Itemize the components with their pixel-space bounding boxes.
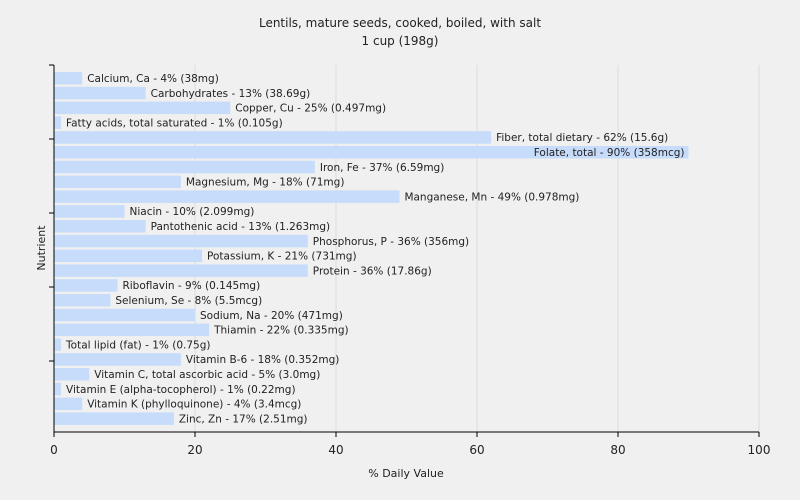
bar [54, 86, 146, 100]
bar-label: Zinc, Zn - 17% (2.51mg) [179, 413, 308, 425]
bar [54, 116, 62, 129]
bar [54, 323, 210, 337]
bar [54, 205, 125, 218]
bar-label: Vitamin E (alpha-tocopherol) - 1% (0.22m… [66, 384, 295, 396]
bar [54, 264, 308, 277]
bar [54, 412, 174, 425]
bar-label: Thiamin - 22% (0.335mg) [213, 325, 349, 337]
y-axis-label: Nutrient [35, 225, 48, 271]
x-axis-label: % Daily Value [368, 467, 444, 480]
bar-label: Riboflavin - 9% (0.145mg) [122, 280, 260, 292]
bar-label: Magnesium, Mg - 18% (71mg) [186, 177, 345, 189]
bar-label: Fiber, total dietary - 62% (15.6g) [496, 132, 668, 144]
bar [54, 279, 118, 292]
bar-label: Calcium, Ca - 4% (38mg) [87, 73, 219, 85]
chart-title: Lentils, mature seeds, cooked, boiled, w… [259, 16, 541, 30]
bar [54, 131, 492, 144]
bar [54, 368, 90, 381]
bar [54, 249, 203, 263]
bar-label: Potassium, K - 21% (731mg) [207, 251, 357, 263]
bar-label: Vitamin C, total ascorbic acid - 5% (3.0… [94, 369, 320, 381]
bar [54, 308, 195, 322]
bar [54, 175, 181, 189]
grid-lines [194, 65, 760, 432]
bar [54, 72, 83, 85]
chart-subtitle: 1 cup (198g) [362, 34, 439, 48]
bar [54, 101, 231, 115]
bar-label: Copper, Cu - 25% (0.497mg) [235, 103, 386, 115]
bar-label: Iron, Fe - 37% (6.59mg) [320, 162, 444, 174]
bar-label: Selenium, Se - 8% (5.5mcg) [115, 295, 262, 307]
x-tick-label: 60 [469, 443, 484, 457]
bar-label: Phosphorus, P - 36% (356mg) [313, 236, 469, 248]
bar-label: Carbohydrates - 13% (38.69g) [151, 88, 311, 100]
bar [54, 338, 62, 351]
bar-label: Vitamin K (phylloquinone) - 4% (3.4mcg) [87, 399, 301, 411]
axes-group [49, 64, 760, 437]
bar-label: Pantothenic acid - 13% (1.263mg) [151, 221, 330, 233]
bar-label: Protein - 36% (17.86g) [313, 265, 432, 277]
bar-label: Manganese, Mn - 49% (0.978mg) [404, 191, 579, 203]
bars-group [54, 72, 689, 425]
bar-label: Vitamin B-6 - 18% (0.352mg) [186, 354, 340, 366]
x-tick-label: 0 [50, 443, 58, 457]
bar [54, 294, 111, 307]
bar [54, 234, 308, 248]
bar [54, 190, 400, 203]
bar [54, 220, 146, 233]
x-tick-labels: 0 20 40 60 80 100 [50, 443, 770, 457]
bar-label: Folate, total - 90% (358mcg) [534, 147, 685, 159]
bar-label: Total lipid (fat) - 1% (0.75g) [65, 339, 210, 351]
x-tick-label: 40 [328, 443, 343, 457]
x-tick-label: 20 [187, 443, 202, 457]
bar [54, 146, 689, 159]
bar [54, 397, 83, 411]
bar [54, 382, 62, 396]
bar-label: Sodium, Na - 20% (471mg) [200, 310, 343, 322]
bar [54, 353, 181, 366]
bar [54, 160, 315, 174]
bar-labels-group: Calcium, Ca - 4% (38mg) Carbohydrates - 1… [65, 73, 684, 425]
x-tick-label: 100 [748, 443, 771, 457]
bar-label: Fatty acids, total saturated - 1% (0.105… [66, 117, 283, 129]
x-tick-label: 80 [610, 443, 625, 457]
bar-label: Niacin - 10% (2.099mg) [130, 206, 255, 218]
